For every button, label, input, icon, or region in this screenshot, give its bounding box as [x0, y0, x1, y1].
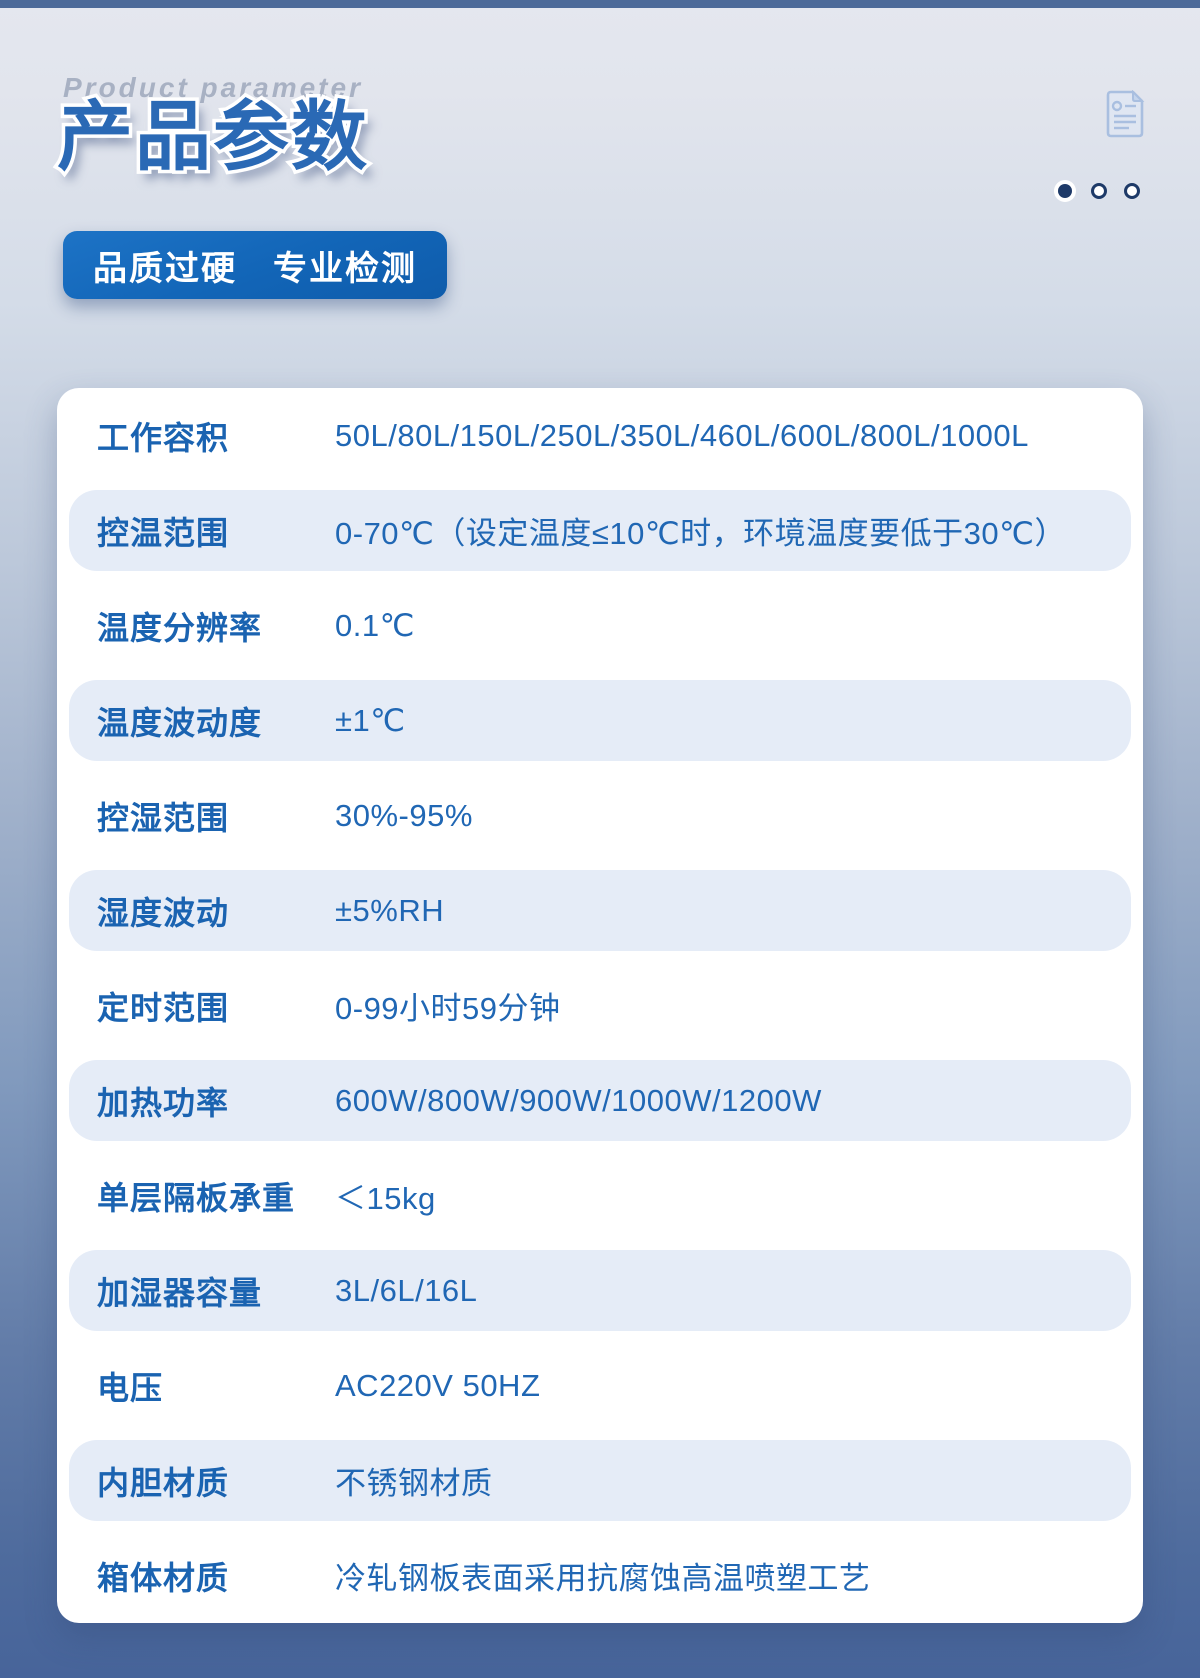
param-label: 定时范围 [97, 989, 230, 1026]
param-value: 600W/800W/900W/1000W/1200W [335, 1082, 822, 1118]
table-row: 内胆材质 不锈钢材质 [69, 1440, 1131, 1521]
param-value: 0-99小时59分钟 [335, 991, 561, 1026]
table-row: 控湿范围 30%-95% [69, 768, 1131, 863]
table-row: 加湿器容量 3L/6L/16L [69, 1250, 1131, 1331]
pagination-dot[interactable] [1091, 183, 1107, 199]
param-value: 3L/6L/16L [335, 1272, 478, 1308]
badge-text-testing: 专业检测 [273, 249, 417, 288]
param-label: 控温范围 [97, 514, 230, 551]
table-row: 箱体材质 冷轧钢板表面采用抗腐蚀高温喷塑工艺 [69, 1528, 1131, 1623]
param-label: 箱体材质 [97, 1559, 230, 1596]
table-row: 电压 AC220V 50HZ [69, 1338, 1131, 1433]
param-value: AC220V 50HZ [335, 1367, 541, 1403]
page-title: 产品参数 [57, 98, 369, 178]
pagination-dot-active[interactable] [1058, 184, 1072, 198]
param-label: 内胆材质 [97, 1464, 230, 1501]
table-row: 湿度波动 ±5%RH [69, 870, 1131, 951]
pagination-dot[interactable] [1124, 183, 1140, 199]
table-row: 温度波动度 ±1℃ [69, 680, 1131, 761]
param-value: ＜15kg [335, 1181, 436, 1216]
table-row: 加热功率 600W/800W/900W/1000W/1200W [69, 1060, 1131, 1141]
param-label: 湿度波动 [97, 894, 230, 931]
table-row: 工作容积 50L/80L/150L/250L/350L/460L/600L/80… [69, 388, 1131, 483]
parameter-card: 工作容积 50L/80L/150L/250L/350L/460L/600L/80… [57, 388, 1143, 1623]
table-row: 定时范围 0-99小时59分钟 [69, 958, 1131, 1053]
table-row: 温度分辨率 0.1℃ [69, 578, 1131, 673]
param-value: 0.1℃ [335, 607, 415, 643]
param-value: 冷轧钢板表面采用抗腐蚀高温喷塑工艺 [335, 1561, 871, 1596]
top-strip [0, 0, 1200, 8]
pagination-dots [1058, 183, 1140, 199]
param-value: 50L/80L/150L/250L/350L/460L/600L/800L/10… [335, 417, 1029, 453]
document-icon [1104, 89, 1146, 138]
quality-badge: 品质过硬 专业检测 [63, 231, 447, 299]
param-label: 温度波动度 [97, 704, 263, 741]
param-label: 温度分辨率 [97, 609, 263, 646]
badge-text-quality: 品质过硬 [93, 249, 237, 288]
table-row: 单层隔板承重 ＜15kg [69, 1148, 1131, 1243]
param-label: 电压 [97, 1369, 164, 1406]
table-row: 控温范围 0-70℃（设定温度≤10℃时，环境温度要低于30℃） [69, 490, 1131, 571]
param-value: ±1℃ [335, 702, 406, 738]
param-value: 0-70℃（设定温度≤10℃时，环境温度要低于30℃） [335, 516, 1066, 551]
param-label: 加湿器容量 [97, 1274, 263, 1311]
param-label: 单层隔板承重 [97, 1179, 296, 1216]
param-label: 控湿范围 [97, 799, 230, 836]
param-value: 不锈钢材质 [335, 1466, 493, 1501]
param-label: 加热功率 [97, 1084, 230, 1121]
param-value: 30%-95% [335, 797, 473, 833]
param-label: 工作容积 [97, 419, 230, 456]
param-value: ±5%RH [335, 892, 445, 928]
